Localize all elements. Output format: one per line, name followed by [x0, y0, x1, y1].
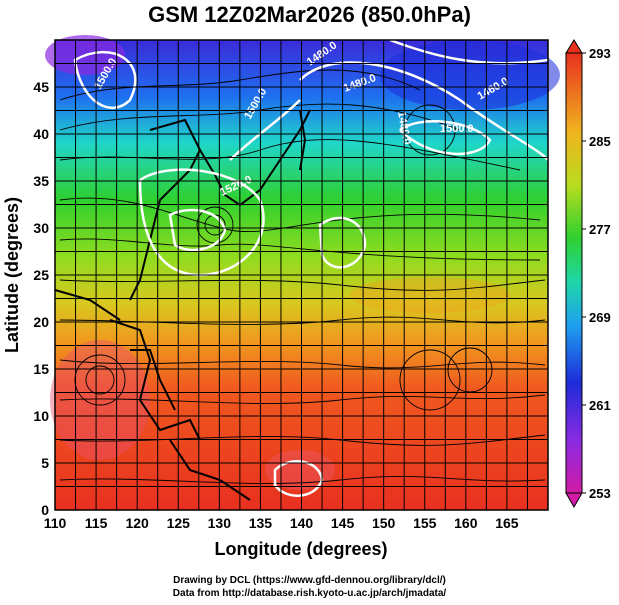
x-tick-label: 130 — [208, 515, 232, 531]
page-title: GSM 12Z02Mar2026 (850.0hPa) — [148, 2, 471, 27]
x-axis-label: Longitude (degrees) — [214, 539, 387, 559]
y-tick-label: 10 — [33, 408, 49, 424]
contour-label: 1500.0 — [440, 123, 474, 135]
credit-dcl: Drawing by DCL (https://www.gfd-dennou.o… — [173, 575, 446, 586]
credit-data-source: Data from http://database.rish.kyoto-u.a… — [172, 588, 447, 599]
x-tick-label: 120 — [125, 515, 149, 531]
x-tick-label: 125 — [167, 515, 191, 531]
x-tick-label: 110 — [44, 515, 67, 531]
y-tick-label: 0 — [41, 502, 49, 518]
x-tick-label: 150 — [372, 515, 396, 531]
colorbar: 253 261 269 277 285 293 — [565, 39, 611, 509]
x-tick-label: 115 — [85, 515, 108, 531]
x-tick-label: 165 — [495, 515, 519, 531]
y-tick-label: 45 — [33, 79, 49, 95]
colorbar-tick-label: 253 — [589, 486, 611, 501]
colorbar-tick-label: 269 — [589, 310, 611, 325]
x-tick-label: 160 — [454, 515, 478, 531]
y-tick-label: 40 — [33, 126, 49, 142]
colorbar-tick-label: 285 — [589, 134, 611, 149]
x-tick-label: 145 — [331, 515, 355, 531]
y-tick-label: 20 — [33, 314, 49, 330]
x-tick-label: 135 — [249, 515, 273, 531]
y-tick-label: 25 — [33, 267, 49, 283]
colorbar-tick-label: 293 — [589, 46, 611, 61]
y-tick-label: 15 — [33, 361, 49, 377]
y-axis-label: Latitude (degrees) — [2, 197, 22, 353]
colorbar-ticks: 253 261 269 277 285 293 — [582, 46, 611, 501]
y-tick-label: 30 — [33, 220, 49, 236]
x-tick-label: 140 — [290, 515, 314, 531]
y-tick-label: 35 — [33, 173, 49, 189]
x-axis-ticks: 110 115 120 125 130 135 140 145 150 155 160 165 — [44, 515, 519, 531]
colorbar-tick-label: 277 — [589, 222, 611, 237]
plot-frame — [54, 39, 549, 511]
y-axis-ticks: 0 5 10 15 20 25 30 35 40 45 — [33, 79, 49, 518]
colorbar-tick-label: 261 — [589, 398, 611, 413]
grid-lines — [54, 39, 549, 511]
y-tick-label: 5 — [41, 455, 49, 471]
x-tick-label: 155 — [413, 515, 437, 531]
